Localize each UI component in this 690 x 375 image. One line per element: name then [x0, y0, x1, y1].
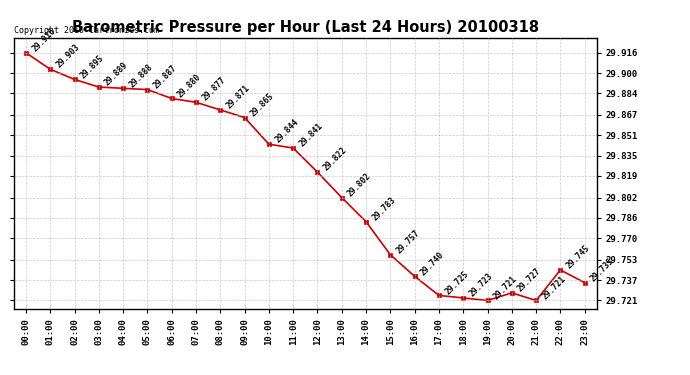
Text: 29.735: 29.735	[589, 256, 616, 283]
Title: Barometric Pressure per Hour (Last 24 Hours) 20100318: Barometric Pressure per Hour (Last 24 Ho…	[72, 20, 539, 35]
Text: 29.880: 29.880	[176, 72, 203, 99]
Text: 29.783: 29.783	[371, 195, 397, 222]
Text: 29.727: 29.727	[516, 266, 543, 294]
Text: 29.745: 29.745	[564, 243, 591, 271]
Text: 29.721: 29.721	[492, 274, 519, 301]
Text: 29.903: 29.903	[55, 43, 81, 70]
Text: 29.844: 29.844	[273, 118, 300, 145]
Text: 29.887: 29.887	[152, 63, 179, 90]
Text: 29.871: 29.871	[224, 84, 252, 111]
Text: Copyright 2010 Cartronics.com: Copyright 2010 Cartronics.com	[14, 26, 159, 35]
Text: 29.757: 29.757	[395, 228, 422, 255]
Text: 29.895: 29.895	[79, 53, 106, 80]
Text: 29.802: 29.802	[346, 171, 373, 198]
Text: 29.721: 29.721	[540, 274, 567, 301]
Text: 29.822: 29.822	[322, 146, 348, 173]
Text: 29.841: 29.841	[297, 122, 324, 148]
Text: 29.725: 29.725	[443, 269, 470, 296]
Text: 29.723: 29.723	[467, 272, 495, 298]
Text: 29.888: 29.888	[127, 62, 155, 89]
Text: 29.877: 29.877	[200, 76, 227, 103]
Text: 29.889: 29.889	[103, 61, 130, 88]
Text: 29.916: 29.916	[30, 26, 57, 53]
Text: 29.740: 29.740	[419, 250, 446, 277]
Text: 29.865: 29.865	[249, 91, 276, 118]
